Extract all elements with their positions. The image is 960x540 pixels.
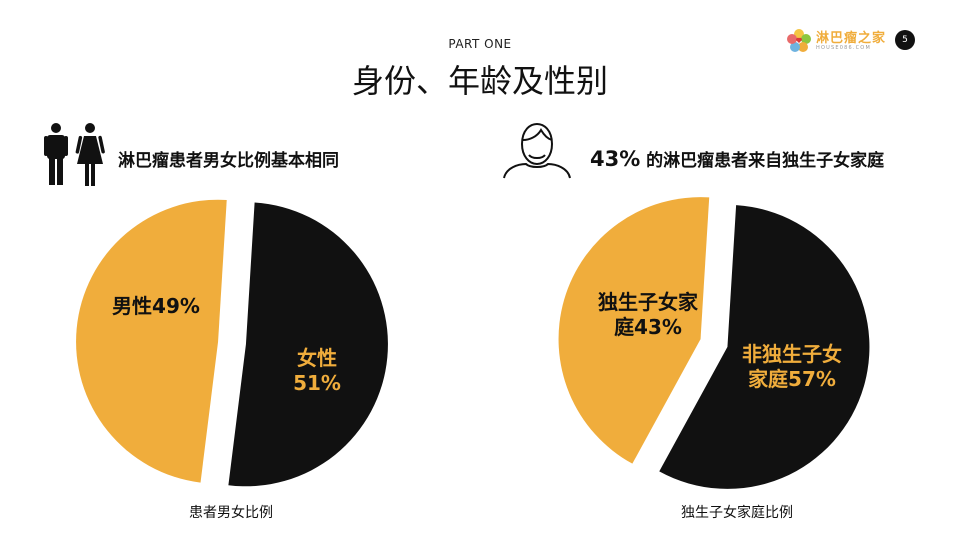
slice-male [76,199,227,483]
flower-logo-icon [787,29,811,52]
section-label: PART ONE [448,37,512,51]
right-heading-text: 的淋巴瘤患者来自独生子女家庭 [640,151,885,171]
person-outline-icon [503,122,571,179]
right-heading-value: 43% [590,147,641,171]
logo: 淋巴瘤之家 HOUSE086.COM [786,26,896,56]
slice-female [228,202,388,487]
page-number-badge: 5 [895,30,915,50]
slice-label-only-child: 独生子女家 庭43% [598,290,698,339]
left-chart-caption: 患者男女比例 [189,505,273,521]
right-heading: 43% 的淋巴瘤患者来自独生子女家庭 [590,146,884,171]
slice-only-child [558,197,710,464]
slice-label-non-only-child: 非独生子女 家庭57% [742,342,842,391]
slice-non-only-child [659,205,870,489]
logo-subtext: HOUSE086.COM [816,45,871,51]
slice-label-male: 男性49% [112,294,200,318]
logo-name: 淋巴瘤之家 [816,31,887,46]
man-and-woman-icon [44,123,105,186]
right-chart-caption: 独生子女家庭比例 [681,505,793,521]
left-heading: 淋巴瘤患者男女比例基本相同 [118,151,339,171]
slice-label-female: 女性 51% [293,346,341,395]
page-title: 身份、年龄及性别 [351,62,608,100]
